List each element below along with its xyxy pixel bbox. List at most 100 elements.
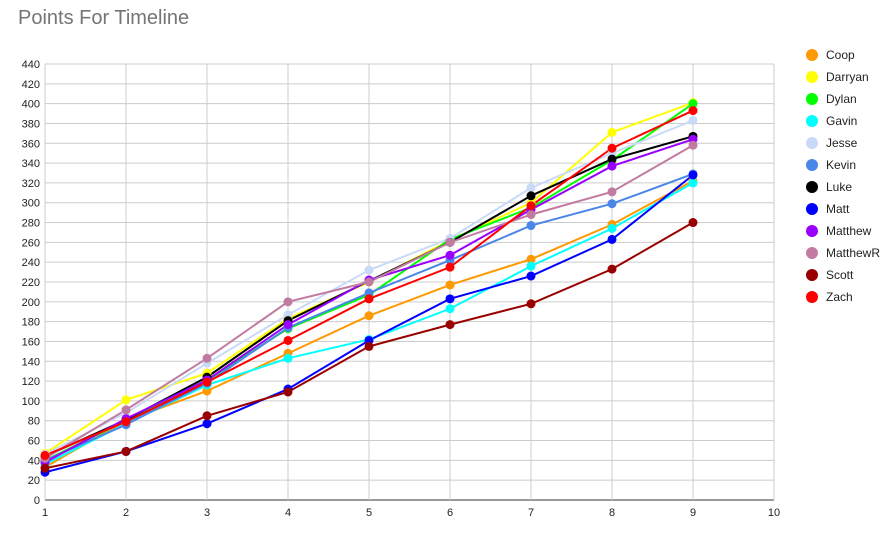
data-point-zach — [121, 417, 131, 427]
y-tick-label: 400 — [22, 99, 40, 111]
legend-swatch — [806, 269, 818, 281]
x-tick-label: 7 — [528, 507, 534, 519]
data-point-matthewr — [445, 237, 455, 247]
legend-label: Gavin — [826, 114, 857, 128]
y-tick-label: 380 — [22, 118, 40, 130]
legend-label: Matt — [826, 202, 850, 216]
legend-swatch — [806, 159, 818, 171]
data-point-gavin — [283, 353, 293, 363]
data-point-zach — [688, 106, 698, 116]
data-point-zach — [445, 262, 455, 272]
data-point-gavin — [688, 178, 698, 188]
y-tick-label: 280 — [22, 218, 40, 230]
data-point-matt — [688, 170, 698, 180]
y-tick-label: 440 — [22, 59, 40, 71]
data-point-matthewr — [607, 187, 617, 197]
y-tick-label: 240 — [22, 257, 40, 269]
legend: Coop Darryan Dylan Gavin Jesse Kevin Luke Matt M… — [806, 48, 880, 304]
y-tick-label: 260 — [22, 237, 40, 249]
data-point-scott — [283, 387, 293, 397]
legend-swatch — [806, 71, 818, 83]
legend-swatch — [806, 247, 818, 259]
data-point-kevin — [607, 199, 617, 209]
chart-title: Points For Timeline — [18, 7, 190, 29]
legend-swatch — [806, 49, 818, 61]
x-tick-label: 9 — [690, 507, 696, 519]
legend-swatch — [806, 137, 818, 149]
data-point-gavin — [607, 223, 617, 233]
y-tick-label: 300 — [22, 198, 40, 210]
legend-swatch — [806, 291, 818, 303]
legend-label: MatthewR — [826, 246, 880, 260]
legend-swatch — [806, 181, 818, 193]
y-tick-label: 340 — [22, 158, 40, 170]
data-point-scott — [364, 341, 374, 351]
x-tick-label: 3 — [204, 507, 210, 519]
y-tick-label: 200 — [22, 297, 40, 309]
data-point-matt — [445, 294, 455, 304]
data-point-coop — [445, 280, 455, 290]
legend-swatch — [806, 115, 818, 127]
legend-label: Matthew — [826, 224, 872, 238]
y-tick-label: 360 — [22, 138, 40, 150]
data-point-zach — [526, 201, 536, 211]
data-point-gavin — [526, 261, 536, 271]
data-point-gavin — [445, 304, 455, 314]
data-point-matthewr — [283, 297, 293, 307]
data-point-matt — [607, 234, 617, 244]
y-tick-label: 180 — [22, 317, 40, 329]
series-points — [40, 98, 698, 477]
legend-label: Kevin — [826, 158, 856, 172]
legend-label: Zach — [826, 290, 853, 304]
legend-swatch — [806, 203, 818, 215]
legend-label: Darryan — [826, 70, 869, 84]
data-point-luke — [607, 154, 617, 164]
y-tick-label: 80 — [28, 416, 40, 428]
data-point-darryan — [121, 395, 131, 405]
data-point-scott — [688, 218, 698, 228]
data-point-scott — [121, 446, 131, 456]
data-point-matthewr — [688, 140, 698, 150]
data-point-matthewr — [202, 353, 212, 363]
data-point-scott — [202, 411, 212, 421]
y-tick-label: 420 — [22, 79, 40, 91]
y-tick-label: 40 — [28, 455, 40, 467]
x-tick-label: 1 — [42, 507, 48, 519]
data-point-coop — [526, 254, 536, 264]
x-tick-label: 6 — [447, 507, 453, 519]
data-point-matthew — [283, 320, 293, 330]
data-point-zach — [202, 377, 212, 387]
legend-label: Luke — [826, 180, 852, 194]
data-point-zach — [40, 450, 50, 460]
legend-label: Dylan — [826, 92, 857, 106]
data-point-scott — [445, 320, 455, 330]
data-point-dylan — [688, 99, 698, 109]
data-point-matthewr — [364, 277, 374, 287]
legend-label: Coop — [826, 48, 855, 62]
x-tick-labels: 1 2 3 4 5 6 7 8 9 10 — [42, 507, 780, 519]
data-point-matthewr — [526, 210, 536, 220]
data-point-zach — [364, 294, 374, 304]
data-point-jesse — [364, 265, 374, 275]
x-tick-label: 5 — [366, 507, 372, 519]
y-tick-label: 60 — [28, 436, 40, 448]
legend-swatch — [806, 93, 818, 105]
data-point-matt — [526, 271, 536, 281]
legend-label: Scott — [826, 268, 854, 282]
x-tick-label: 10 — [768, 507, 780, 519]
y-tick-label: 160 — [22, 336, 40, 348]
y-tick-label: 100 — [22, 396, 40, 408]
data-point-darryan — [607, 127, 617, 137]
data-point-luke — [526, 191, 536, 201]
data-point-matthew — [607, 161, 617, 171]
data-point-matthewr — [121, 405, 131, 415]
x-tick-label: 4 — [285, 507, 291, 519]
data-point-matt — [202, 419, 212, 429]
data-point-scott — [40, 463, 50, 473]
y-tick-label: 140 — [22, 356, 40, 368]
legend-swatch — [806, 225, 818, 237]
data-point-matthew — [445, 250, 455, 260]
data-point-zach — [283, 335, 293, 345]
x-tick-label: 2 — [123, 507, 129, 519]
